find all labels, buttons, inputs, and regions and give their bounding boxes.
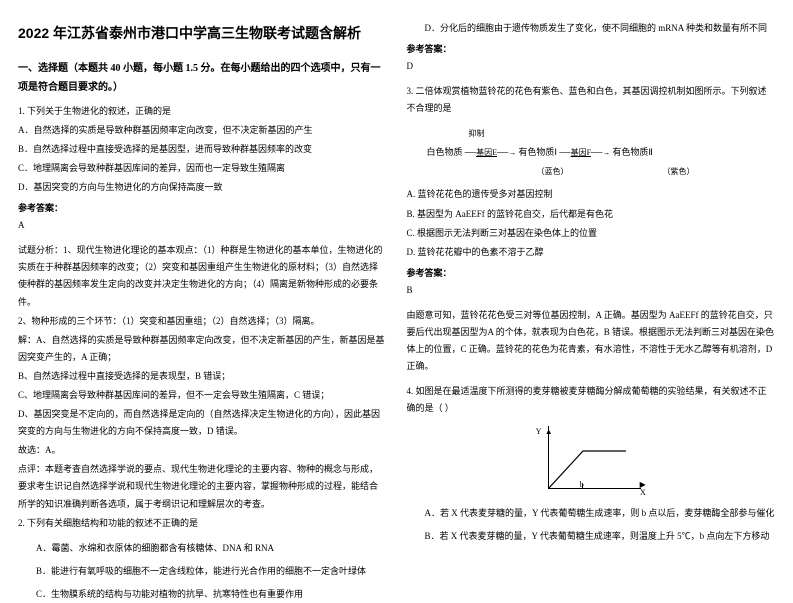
q2-option-d: D．分化后的细胞由于遗传物质发生了变化，使不同细胞的 mRNA 种类和数量有所不… (407, 20, 776, 37)
q2-answer-label: 参考答案： (407, 41, 776, 58)
q1-analysis-1: 试题分析：1、现代生物进化理论的基本观点：（1）种群是生物进化的基本单位，生物进… (18, 242, 387, 310)
q3-diag-flow-line: 白色物质 ──基因E──→ 有色物质Ⅰ ──基因F──→ 有色物质Ⅱ (427, 143, 776, 163)
chart-b-tick (582, 484, 583, 488)
q1-analysis-5: C、地理隔离会导致种群基因库间的差异，但不一定会导致生殖隔离，C 错误； (18, 387, 387, 404)
q1-answer: A (18, 217, 387, 234)
chart-y-label: Y (536, 424, 542, 439)
q3-option-b: B. 基因型为 AaEEFf 的蓝铃花自交，后代都是有色花 (407, 206, 776, 223)
q3-diag-inhibit: 抑制 (427, 125, 776, 143)
q1-analysis-8: 点评：本题考查自然选择学说的要点、现代生物进化理论的主要内容、物种的概念与形成，… (18, 461, 387, 512)
q1-stem: 1. 下列关于生物进化的叙述，正确的是 (18, 103, 387, 120)
right-column: D．分化后的细胞由于遗传物质发生了变化，使不同细胞的 mRNA 种类和数量有所不… (407, 20, 776, 541)
chart-arrow-y: ▲ (545, 424, 553, 439)
chart-curve (548, 439, 628, 489)
q3-analysis: 由题意可知，蓝铃花花色受三对等位基因控制，A 正确。基因型为 AaEEFf 的蓝… (407, 307, 776, 375)
q1-option-b: B．自然选择过程中直接受选择的是基因型，进而导致种群基因频率的改变 (18, 141, 387, 158)
q3-diag-sublabels: （蓝色） （紫色） (427, 163, 776, 181)
section-1-header: 一、选择题（本题共 40 小题，每小题 1.5 分。在每小题给出的四个选项中，只… (18, 59, 387, 97)
sub-purple: （紫色） (663, 167, 695, 176)
q1-analysis-7: 故选：A。 (18, 442, 387, 459)
left-column: 2022 年江苏省泰州市港口中学高三生物联考试题含解析 一、选择题（本题共 40… (18, 20, 387, 541)
q3-answer: B (407, 282, 776, 299)
q2-option-b: B．能进行有氧呼吸的细胞不一定含线粒体，能进行光合作用的细胞不一定含叶绿体 (18, 563, 387, 580)
q3-option-a: A. 蓝铃花花色的遗传受多对基因控制 (407, 186, 776, 203)
exam-title: 2022 年江苏省泰州市港口中学高三生物联考试题含解析 (18, 20, 387, 47)
q1-option-c: C．地理隔离会导致种群基因库间的差异，因而也一定导致生殖隔离 (18, 160, 387, 177)
q1-option-a: A．自然选择的实质是导致种群基因频率定向改变，但不决定新基因的产生 (18, 122, 387, 139)
q2-stem: 2. 下列有关细胞结构和功能的叙述不正确的是 (18, 515, 387, 532)
q4-option-a: A．若 X 代表麦芽糖的量，Y 代表葡萄糖生成速率，则 b 点以后，麦芽糖酶全部… (407, 505, 776, 522)
flow-arrow-f: ──基因F──→ (559, 148, 612, 157)
q1-option-d: D．基因突变的方向与生物进化的方向保持高度一致 (18, 179, 387, 196)
q1-analysis-3: 解：A、自然选择的实质是导致种群基因频率定向改变，但不决定新基因的产生，新基因是… (18, 332, 387, 366)
sub-blue: （蓝色） (537, 167, 569, 176)
q3-option-d: D. 蓝铃花花瓣中的色素不溶于乙醇 (407, 244, 776, 261)
flow-color2: 有色物质Ⅱ (612, 147, 652, 157)
q2-answer: D (407, 58, 776, 75)
flow-white: 白色物质 (427, 147, 463, 157)
q1-analysis-2: 2、物种形成的三个环节：（1）突变和基因重组；（2）自然选择；（3）隔离。 (18, 313, 387, 330)
q4-chart: Y ▲ ▶ b X (536, 424, 646, 499)
q3-answer-label: 参考答案： (407, 265, 776, 282)
flow-arrow-e: ──基因E──→ (465, 148, 519, 157)
q3-option-c: C. 根据图示无法判断三对基因在染色体上的位置 (407, 225, 776, 242)
q4-stem: 4. 如图是在最适温度下所测得的麦芽糖被麦芽糖酶分解成葡萄糖的实验结果，有关叙述… (407, 383, 776, 417)
q1-analysis-6: D、基因突变是不定向的，而自然选择是定向的（自然选择决定生物进化的方向），因此基… (18, 406, 387, 440)
chart-x-label: X (640, 485, 646, 500)
q1-answer-label: 参考答案： (18, 200, 387, 217)
flow-color1: 有色物质Ⅰ (518, 147, 557, 157)
q2-option-a: A．霉菌、水绵和衣原体的细胞都含有核糖体、DNA 和 RNA (18, 540, 387, 557)
q4-option-b: B．若 X 代表麦芽糖的量，Y 代表葡萄糖生成速率，则温度上升 5℃，b 点向左… (407, 528, 776, 545)
q3-stem: 3. 二倍体观赏植物蓝铃花的花色有紫色、蓝色和白色，其基因调控机制如图所示。下列… (407, 83, 776, 117)
q2-option-c: C．生物膜系统的结构与功能对植物的抗旱、抗寒特性也有重要作用 (18, 586, 387, 603)
q3-diagram: 抑制 白色物质 ──基因E──→ 有色物质Ⅰ ──基因F──→ 有色物质Ⅱ （蓝… (407, 119, 776, 186)
q1-analysis-4: B、自然选择过程中直接受选择的是表现型，B 错误； (18, 368, 387, 385)
